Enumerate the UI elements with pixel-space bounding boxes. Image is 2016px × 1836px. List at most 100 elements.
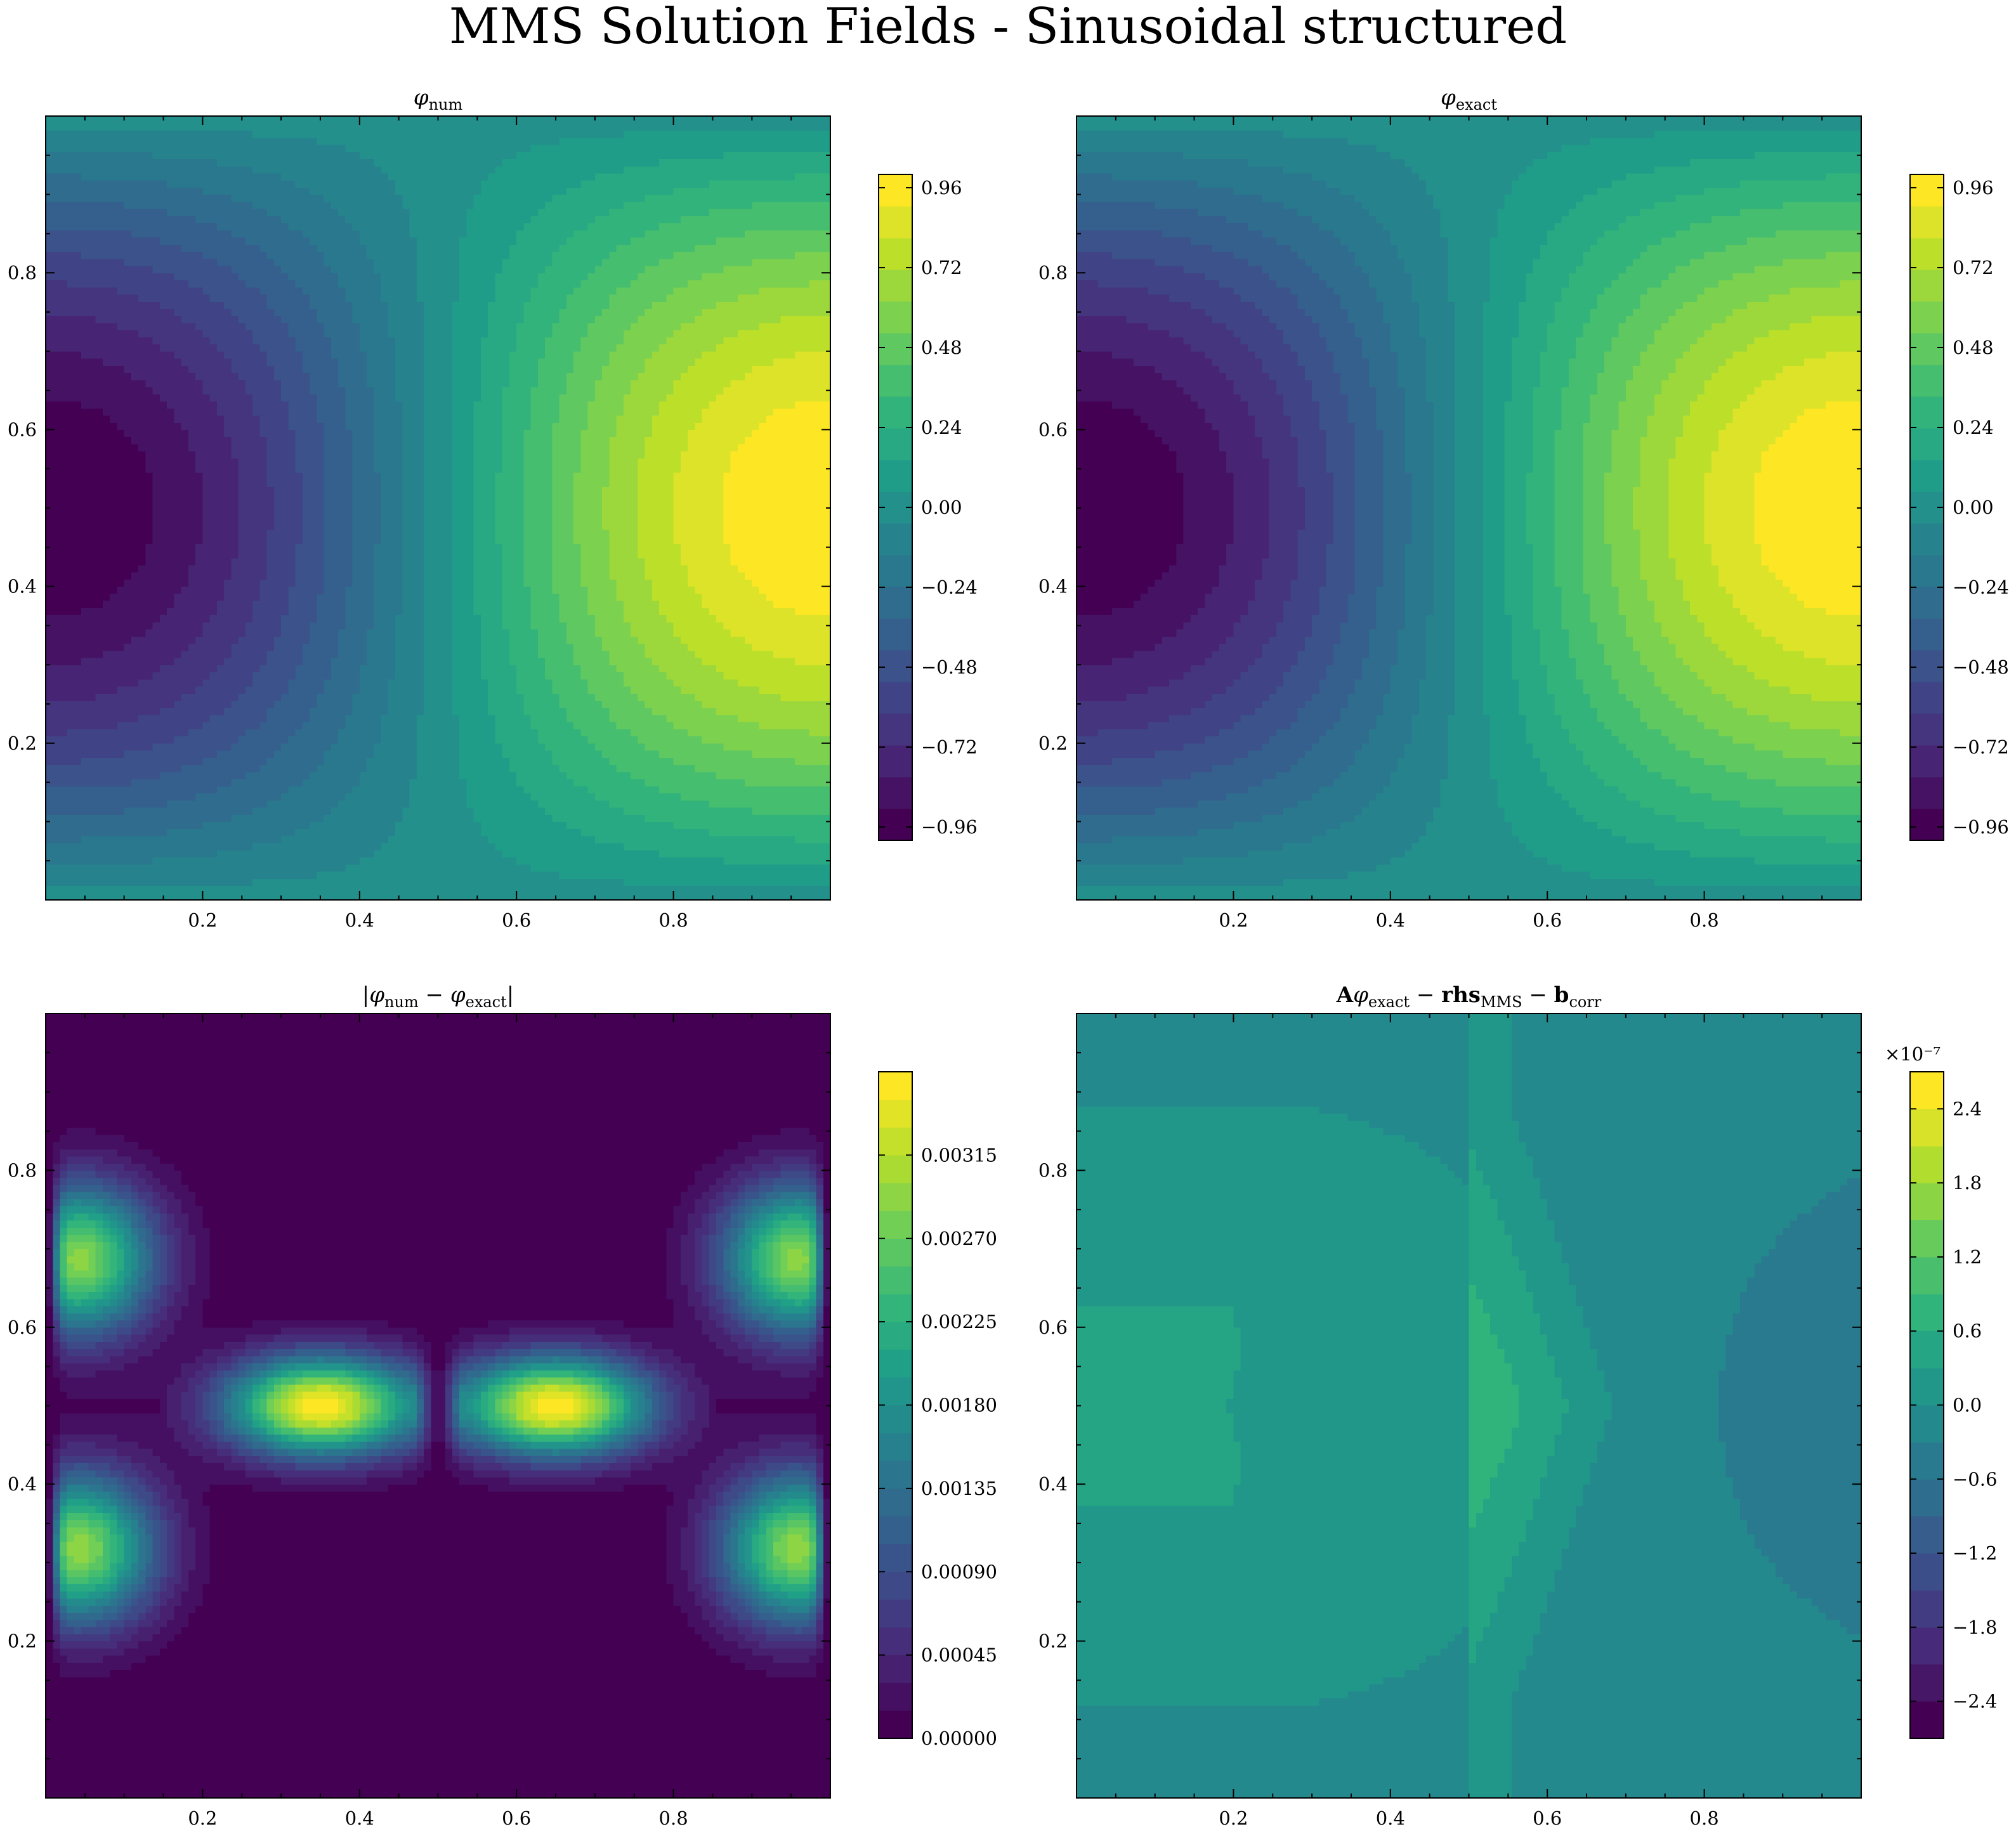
heatmap-cell bbox=[46, 209, 53, 216]
heatmap-cell bbox=[224, 679, 232, 687]
heatmap-cell bbox=[259, 330, 267, 337]
heatmap-cell bbox=[174, 202, 181, 209]
heatmap-cell bbox=[103, 145, 110, 152]
heatmap-cell bbox=[239, 287, 246, 295]
heatmap-cell bbox=[174, 266, 181, 273]
heatmap-cell bbox=[267, 152, 275, 159]
heatmap-cell bbox=[267, 337, 275, 344]
heatmap-cell bbox=[245, 515, 253, 523]
heatmap-cell bbox=[60, 351, 67, 359]
heatmap-cell bbox=[210, 864, 218, 872]
heatmap-cell bbox=[74, 679, 82, 687]
heatmap-cell bbox=[245, 287, 253, 295]
heatmap-cell bbox=[239, 195, 246, 202]
heatmap-cell bbox=[188, 679, 196, 687]
heatmap-cell bbox=[245, 444, 253, 452]
heatmap-cell bbox=[81, 693, 89, 701]
heatmap-cell bbox=[153, 373, 160, 381]
heatmap-cell bbox=[88, 537, 96, 544]
heatmap-cell bbox=[231, 166, 239, 174]
heatmap-cell bbox=[74, 287, 82, 295]
heatmap-cell bbox=[217, 166, 225, 174]
heatmap-cell bbox=[174, 358, 181, 366]
heatmap-cell bbox=[88, 180, 96, 188]
heatmap-cell bbox=[296, 486, 303, 494]
heatmap-cell bbox=[81, 230, 89, 238]
heatmap-cell bbox=[138, 558, 146, 566]
heatmap-cell bbox=[224, 202, 232, 209]
heatmap-cell bbox=[195, 665, 203, 672]
heatmap-cell bbox=[296, 665, 303, 672]
heatmap-cell bbox=[245, 572, 253, 580]
heatmap-cell bbox=[88, 572, 96, 580]
heatmap-cell bbox=[181, 337, 189, 344]
heatmap-cell bbox=[145, 280, 153, 287]
heatmap-cell bbox=[131, 636, 139, 644]
heatmap-cell bbox=[202, 373, 210, 381]
heatmap-cell bbox=[103, 793, 110, 800]
heatmap-cell bbox=[310, 373, 317, 381]
heatmap-cell bbox=[153, 722, 160, 729]
heatmap-cell bbox=[103, 209, 110, 216]
heatmap-cell bbox=[110, 579, 117, 587]
heatmap-cell bbox=[74, 408, 82, 416]
heatmap-cell bbox=[231, 266, 239, 273]
heatmap-cell bbox=[117, 316, 124, 323]
heatmap-cell bbox=[202, 743, 210, 751]
heatmap-cell bbox=[124, 259, 132, 266]
heatmap-cell bbox=[46, 472, 53, 480]
heatmap-cell bbox=[267, 237, 275, 245]
heatmap-cell bbox=[124, 508, 132, 516]
heatmap-cell bbox=[274, 209, 282, 216]
heatmap-cell bbox=[138, 672, 146, 679]
heatmap-cell bbox=[252, 530, 260, 537]
heatmap-cell bbox=[167, 515, 174, 523]
heatmap-cell bbox=[310, 394, 317, 401]
heatmap-cell bbox=[88, 871, 96, 879]
heatmap-cell bbox=[181, 159, 189, 166]
heatmap-cell bbox=[274, 608, 282, 615]
heatmap-cell bbox=[131, 579, 139, 587]
heatmap-cell bbox=[224, 850, 232, 857]
heatmap-cell bbox=[210, 729, 218, 736]
heatmap-cell bbox=[117, 145, 124, 152]
heatmap-cell bbox=[174, 373, 181, 381]
heatmap-cell bbox=[88, 486, 96, 494]
heatmap-cell bbox=[167, 643, 174, 651]
heatmap-cell bbox=[245, 415, 253, 423]
heatmap-cell bbox=[53, 829, 60, 837]
heatmap-cell bbox=[153, 708, 160, 715]
heatmap-cell bbox=[274, 337, 282, 344]
heatmap-cell bbox=[60, 358, 67, 366]
heatmap-cell bbox=[259, 537, 267, 544]
heatmap-cell bbox=[224, 216, 232, 223]
heatmap-cell bbox=[74, 537, 82, 544]
heatmap-cell bbox=[181, 380, 189, 387]
heatmap-cell bbox=[210, 244, 218, 252]
heatmap-cell bbox=[303, 558, 310, 566]
heatmap-cell bbox=[231, 708, 239, 715]
heatmap-cell bbox=[124, 537, 132, 544]
heatmap-cell bbox=[131, 351, 139, 359]
heatmap-cell bbox=[145, 330, 153, 337]
heatmap-cell bbox=[217, 765, 225, 772]
heatmap-cell bbox=[303, 152, 310, 159]
heatmap-cell bbox=[217, 722, 225, 729]
heatmap-cell bbox=[67, 159, 75, 166]
heatmap-cells bbox=[46, 116, 831, 901]
heatmap-cell bbox=[296, 429, 303, 437]
heatmap-cell bbox=[103, 836, 110, 843]
heatmap-cell bbox=[259, 422, 267, 430]
heatmap-cell bbox=[245, 187, 253, 195]
heatmap-cell bbox=[217, 814, 225, 822]
heatmap-cell bbox=[167, 736, 174, 744]
heatmap-cell bbox=[296, 715, 303, 722]
heatmap-cell bbox=[274, 486, 282, 494]
heatmap-cell bbox=[110, 216, 117, 223]
heatmap-cell bbox=[153, 821, 160, 829]
heatmap-cell bbox=[296, 893, 303, 901]
heatmap-cell bbox=[239, 722, 246, 729]
heatmap-cell bbox=[81, 743, 89, 751]
heatmap-cell bbox=[296, 472, 303, 480]
heatmap-cell bbox=[81, 152, 89, 159]
